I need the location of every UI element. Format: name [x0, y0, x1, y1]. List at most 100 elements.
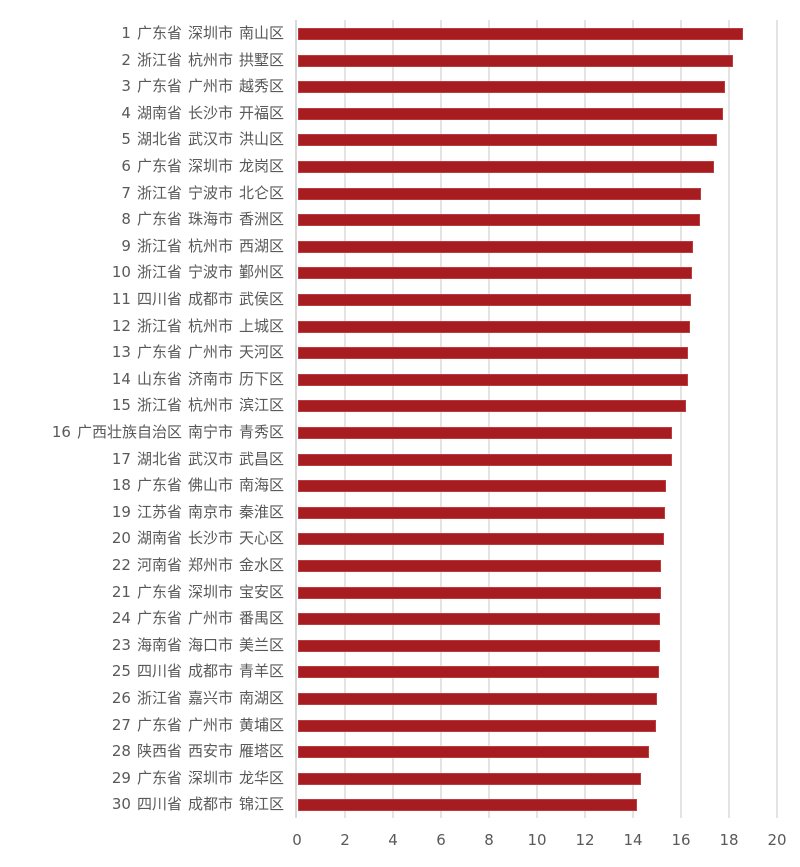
bar [298, 560, 662, 572]
category-label: 14 山东省 济南市 历下区 [0, 366, 284, 393]
label-district: 锦江区 [238, 795, 284, 814]
bar [298, 586, 662, 599]
bar [298, 373, 689, 386]
label-rank: 15 [111, 396, 131, 415]
category-label: 26 浙江省 嘉兴市 南湖区 [0, 685, 284, 712]
bar [298, 347, 689, 360]
gridline [776, 20, 778, 818]
category-label: 28 陕西省 西安市 雁塔区 [0, 738, 284, 765]
label-rank: 13 [111, 343, 131, 362]
label-city: 珠海市 [187, 210, 233, 229]
category-label: 10 浙江省 宁波市 鄞州区 [0, 259, 284, 286]
bar [298, 746, 649, 759]
label-province: 湖北省 [136, 130, 182, 149]
bar [298, 506, 665, 519]
bar [298, 214, 700, 227]
label-district: 洪山区 [238, 130, 284, 149]
label-city: 郑州市 [187, 556, 233, 574]
label-city: 杭州市 [187, 50, 233, 69]
bar [298, 320, 691, 333]
label-district: 滨江区 [238, 396, 284, 415]
category-label: 8 广东省 珠海市 香洲区 [0, 206, 284, 233]
category-label: 12 浙江省 杭州市 上城区 [0, 313, 284, 340]
label-district: 番禺区 [238, 609, 284, 628]
gridline [584, 20, 586, 818]
label-province: 浙江省 [136, 183, 182, 202]
gridline [680, 20, 682, 818]
label-city: 武汉市 [187, 449, 233, 468]
category-label: 29 广东省 深圳市 龙华区 [0, 765, 284, 792]
label-rank: 20 [111, 529, 131, 548]
category-label: 3 广东省 广州市 越秀区 [0, 73, 284, 100]
x-tick-label: 8 [484, 831, 494, 849]
category-label: 2 浙江省 杭州市 拱墅区 [0, 47, 284, 74]
label-province: 广东省 [136, 24, 182, 42]
bar-row [297, 712, 777, 739]
plot-area [295, 20, 778, 818]
label-city: 杭州市 [187, 236, 233, 255]
x-tick-label: 18 [719, 831, 739, 849]
label-city: 深圳市 [187, 768, 233, 787]
gridline [392, 20, 394, 818]
label-rank: 30 [111, 795, 131, 814]
bar [298, 54, 734, 67]
label-rank: 23 [111, 635, 131, 654]
bar-row [297, 206, 777, 233]
bar [298, 81, 726, 94]
label-district: 美兰区 [238, 635, 284, 654]
label-district: 北仑区 [238, 183, 284, 202]
bar [298, 134, 718, 147]
x-tick-label: 6 [436, 831, 446, 849]
label-province: 广东省 [136, 609, 182, 628]
bar-row [297, 658, 777, 685]
label-district: 鄞州区 [238, 263, 284, 282]
label-province: 广东省 [136, 582, 182, 601]
category-label: 21 广东省 深圳市 宝安区 [0, 579, 284, 606]
category-label: 13 广东省 广州市 天河区 [0, 339, 284, 366]
bar-row [297, 126, 777, 153]
label-province: 湖南省 [136, 529, 182, 548]
bar [298, 666, 659, 679]
bar-row [297, 153, 777, 180]
label-district: 金水区 [238, 556, 284, 574]
category-label: 19 江苏省 南京市 秦淮区 [0, 499, 284, 526]
category-label: 18 广东省 佛山市 南海区 [0, 472, 284, 499]
label-city: 海口市 [187, 635, 233, 654]
label-province: 广西壮族自治区 [76, 423, 182, 441]
label-city: 杭州市 [187, 316, 233, 335]
label-district: 雁塔区 [238, 742, 284, 761]
bar [298, 480, 666, 493]
gridline [632, 20, 634, 818]
label-rank: 29 [111, 768, 131, 787]
bar-row [297, 552, 777, 579]
label-province: 四川省 [136, 290, 182, 308]
label-city: 济南市 [187, 369, 233, 388]
category-label: 6 广东省 深圳市 龙岗区 [0, 153, 284, 180]
label-province: 浙江省 [136, 263, 182, 282]
label-rank: 26 [111, 689, 131, 707]
label-rank: 12 [111, 316, 131, 335]
bar [298, 613, 660, 626]
x-tick-label: 10 [527, 831, 547, 849]
label-city: 南京市 [187, 502, 233, 521]
label-district: 南山区 [238, 24, 284, 42]
label-district: 龙岗区 [238, 157, 284, 175]
y-axis-line [295, 20, 297, 818]
label-rank: 8 [121, 210, 131, 229]
label-city: 成都市 [187, 795, 233, 814]
label-province: 浙江省 [136, 316, 182, 335]
bar-row [297, 632, 777, 659]
bar-row [297, 259, 777, 286]
label-province: 河南省 [136, 556, 182, 574]
label-city: 南宁市 [187, 423, 233, 441]
bar-row [297, 100, 777, 127]
label-rank: 3 [121, 77, 131, 96]
x-tick-label: 14 [623, 831, 643, 849]
bar [298, 453, 672, 466]
label-district: 武侯区 [238, 290, 284, 308]
label-city: 广州市 [187, 343, 233, 362]
category-label: 11 四川省 成都市 武侯区 [0, 286, 284, 313]
label-city: 深圳市 [187, 157, 233, 175]
bar-row [297, 392, 777, 419]
bar [298, 400, 687, 413]
